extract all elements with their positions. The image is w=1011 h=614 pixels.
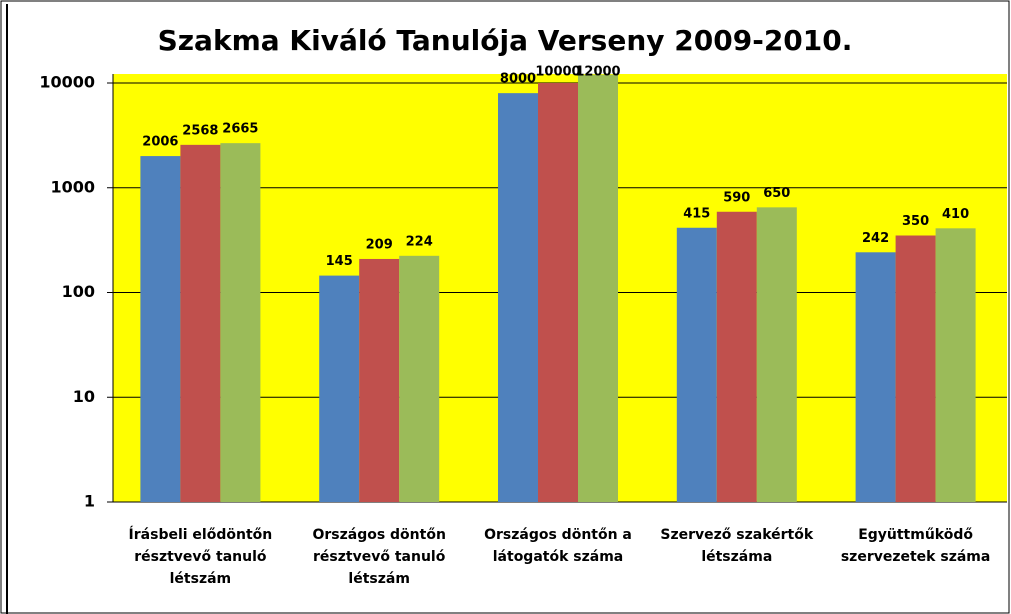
bar bbox=[140, 156, 181, 502]
bar bbox=[895, 235, 936, 503]
bar bbox=[359, 258, 400, 502]
bar bbox=[855, 252, 896, 502]
value-label: 2665 bbox=[222, 122, 258, 137]
value-label: 242 bbox=[862, 231, 889, 246]
bar bbox=[578, 74, 618, 503]
y-tick-label: 100 bbox=[62, 282, 95, 301]
value-label: 10000 bbox=[535, 65, 580, 80]
bar bbox=[676, 227, 717, 502]
bar bbox=[716, 211, 757, 503]
x-tick-label: Országos döntőn résztvevő tanuló létszám bbox=[312, 527, 446, 587]
bar bbox=[756, 207, 797, 502]
value-label: 2006 bbox=[142, 135, 178, 150]
value-label: 410 bbox=[942, 207, 969, 222]
bar bbox=[220, 143, 261, 503]
bar bbox=[399, 255, 440, 502]
value-label: 224 bbox=[406, 234, 433, 249]
x-tick-label: Írásbeli elődöntőn résztvevő tanuló léts… bbox=[128, 527, 273, 587]
y-tick-label: 1 bbox=[84, 492, 95, 511]
y-tick-label: 1000 bbox=[50, 177, 95, 196]
value-label: 2568 bbox=[182, 123, 218, 138]
value-label: 590 bbox=[723, 190, 750, 205]
bar bbox=[538, 83, 578, 502]
value-label: 350 bbox=[902, 214, 929, 229]
x-tick-label: Szervező szakértők létszáma bbox=[660, 527, 814, 565]
value-label: 209 bbox=[366, 237, 393, 252]
value-label: 12000 bbox=[575, 65, 620, 80]
x-tick-label: Együttműködő szervezetek száma bbox=[840, 527, 991, 565]
value-label: 415 bbox=[683, 206, 710, 221]
bar bbox=[319, 275, 360, 502]
y-tick-label: 10000 bbox=[39, 73, 95, 92]
value-label: 650 bbox=[763, 186, 790, 201]
chart-title: Szakma Kiváló Tanulója Verseny 2009-2010… bbox=[158, 24, 853, 57]
bar bbox=[935, 228, 976, 502]
value-label: 145 bbox=[326, 254, 353, 269]
value-label: 8000 bbox=[500, 72, 536, 87]
x-tick-label: Országos döntőn a látogatók száma bbox=[484, 527, 632, 565]
y-tick-label: 10 bbox=[73, 387, 95, 406]
bar bbox=[180, 144, 221, 503]
bar bbox=[498, 93, 538, 503]
